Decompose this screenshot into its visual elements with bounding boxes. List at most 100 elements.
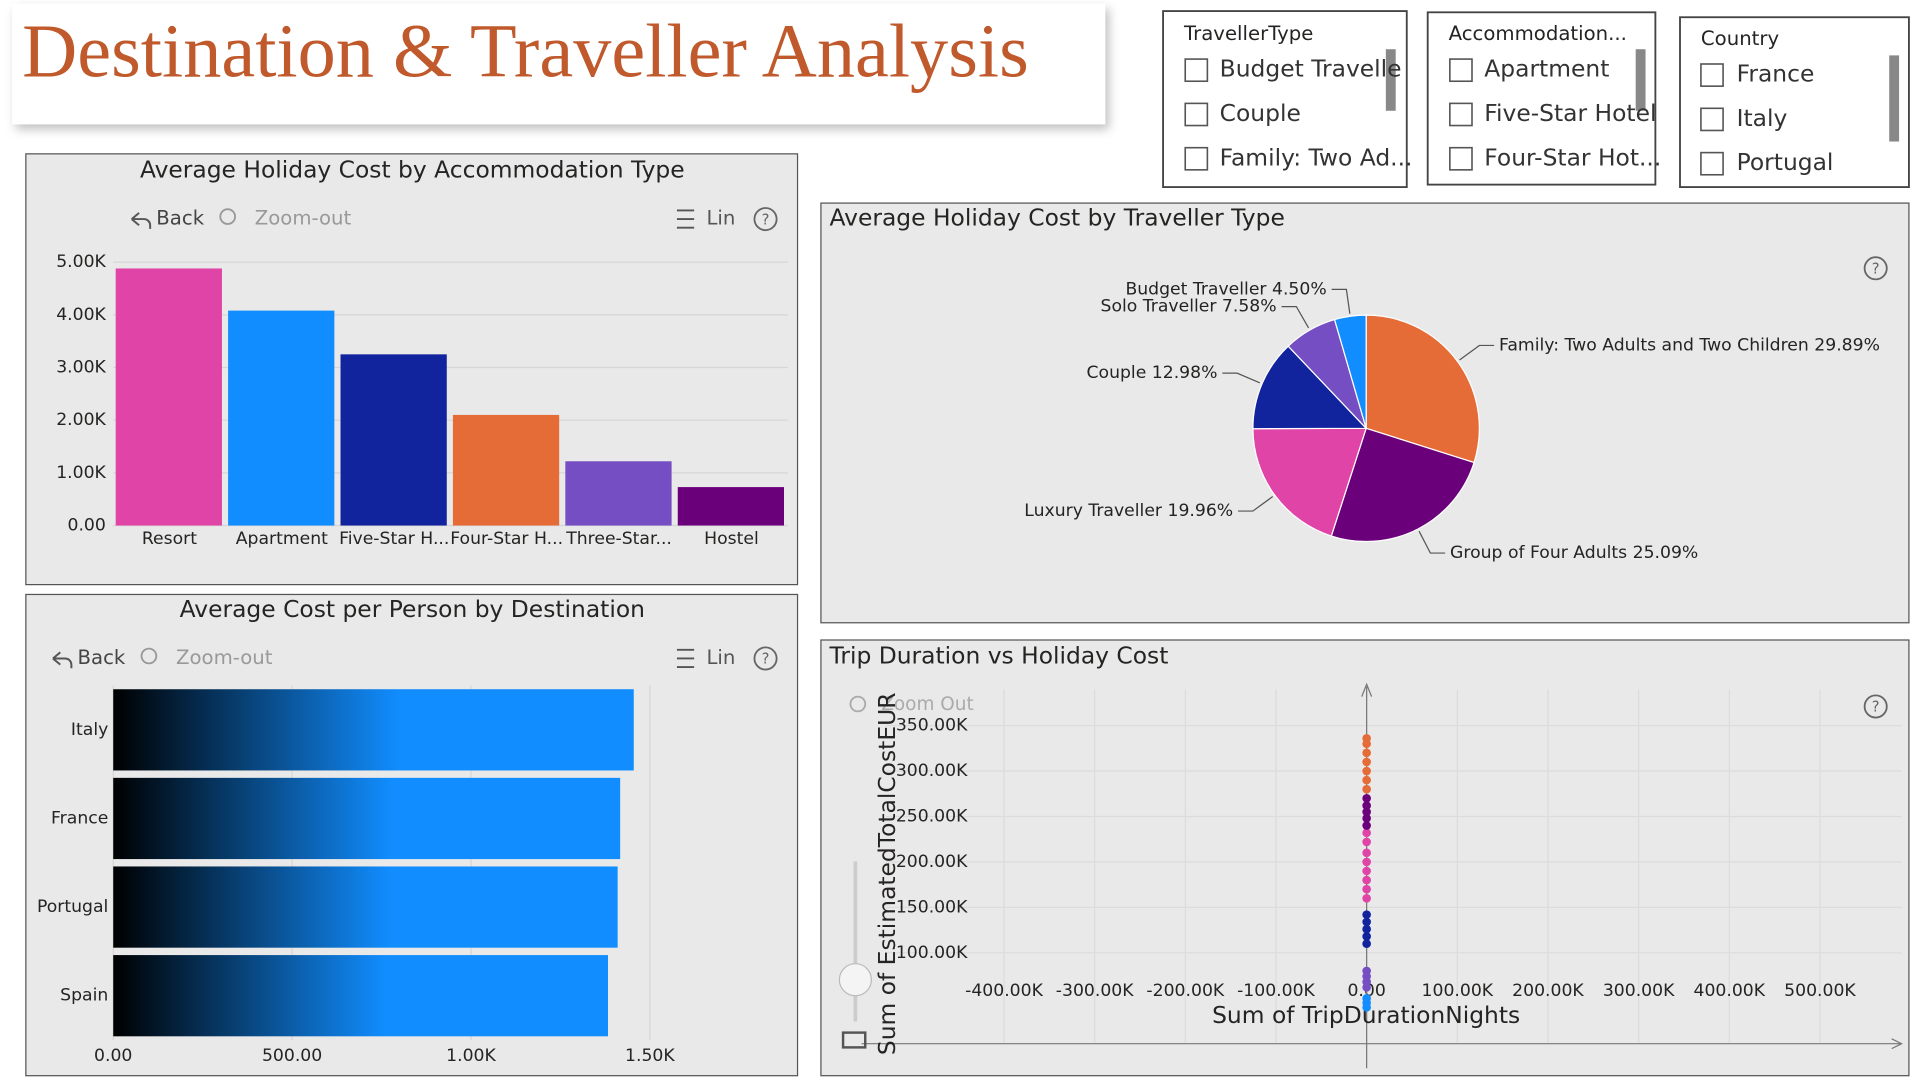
leader-line (1331, 288, 1351, 314)
slicer-title: TravellerType (1183, 22, 1313, 45)
help-icon[interactable] (753, 646, 778, 671)
help-icon[interactable] (1863, 694, 1888, 719)
scatter-point (1362, 793, 1371, 803)
slicer-item[interactable]: Four-Star Hot... (1484, 143, 1661, 171)
y-axis-label: Sum of EstimatedTotalCostEUR (873, 693, 901, 1056)
scatter-point (1362, 893, 1371, 903)
label-category: Budget Traveller (1125, 279, 1267, 299)
zoom-icon (219, 208, 237, 225)
x-tick-label: Five-Star H... (339, 529, 449, 549)
bar (452, 414, 560, 526)
checkbox[interactable] (1700, 151, 1724, 176)
y-tick-label: 4.00K (56, 305, 106, 325)
scatter-point (1362, 807, 1371, 817)
y-tick-label: 350.00K (896, 716, 968, 736)
fit-icon[interactable] (841, 1031, 867, 1049)
slicer-item[interactable]: France (1737, 60, 1815, 88)
y-tick-label: France (51, 808, 108, 828)
slicer-item[interactable]: Five-Star Hotel (1484, 99, 1656, 127)
slicer-item[interactable]: Italy (1737, 104, 1788, 132)
scatter-point (1362, 993, 1371, 1003)
scatter-point (1362, 837, 1371, 847)
leader-line (1238, 496, 1274, 512)
label-value: 4.50% (1272, 279, 1327, 299)
back-icon[interactable] (131, 212, 152, 229)
help-icon[interactable] (1863, 256, 1888, 281)
slicer-item[interactable]: Portugal (1737, 148, 1834, 176)
bar (677, 487, 784, 526)
y-tick-label: 5.00K (56, 252, 106, 272)
scatter-point (1362, 924, 1371, 934)
scatter-point (1362, 848, 1371, 858)
scatter-point (1362, 766, 1371, 776)
y-tick-label: 250.00K (896, 806, 968, 826)
pie-slice (1252, 345, 1368, 430)
leader-line (1459, 344, 1495, 361)
slicer-item[interactable]: Apartment (1484, 55, 1609, 83)
zoom-icon (849, 695, 867, 713)
y-tick-label: 1.00K (56, 463, 106, 483)
toolbar-back[interactable]: Back (156, 207, 204, 230)
scatter-point (1362, 775, 1371, 785)
checkbox[interactable] (1184, 146, 1209, 171)
help-icon[interactable] (753, 207, 778, 232)
y-tick-label: 200.00K (896, 852, 968, 872)
list-icon (676, 209, 695, 229)
scatter-point (1362, 828, 1371, 838)
title-box (12, 3, 1106, 125)
list-icon (676, 648, 695, 668)
slicer-item[interactable]: Family: Two Ad... (1220, 143, 1413, 171)
x-tick-label: -300.00K (1056, 981, 1134, 1001)
toolbar-scale[interactable]: Lin (706, 207, 735, 230)
chart-title: Average Cost per Person by Destination (180, 595, 645, 623)
help-glyph: ? (1872, 261, 1880, 278)
y-tick-label: Portugal (37, 897, 108, 917)
zoom-slider-handle[interactable] (838, 963, 873, 997)
scatter-point (1362, 884, 1371, 894)
scatter-point (1362, 821, 1371, 830)
checkbox[interactable] (1184, 58, 1209, 83)
checkbox[interactable] (1184, 102, 1209, 127)
slicer-item[interactable]: Budget Travelle (1220, 55, 1402, 83)
y-tick-label: 100.00K (896, 943, 968, 963)
toolbar-zoom[interactable]: Zoom-out (176, 646, 273, 669)
checkbox[interactable] (1449, 102, 1473, 127)
x-tick-label: 400.00K (1694, 981, 1766, 1001)
x-tick-label: 1.50K (625, 1046, 675, 1066)
pie-slice (1333, 314, 1367, 429)
y-tick-label: 2.00K (56, 410, 106, 430)
chart-title: Trip Duration vs Holiday Cost (829, 642, 1169, 670)
slicer-title: Country (1701, 27, 1780, 50)
axis (861, 1038, 1903, 1050)
x-tick-label: Three-Star... (565, 529, 672, 549)
checkbox[interactable] (1449, 58, 1473, 83)
bar (565, 461, 672, 526)
checkbox[interactable] (1449, 146, 1473, 171)
toolbar-zoom[interactable]: Zoom Out (881, 694, 974, 715)
scatter-point (1362, 932, 1371, 941)
x-tick-label: Resort (142, 529, 197, 549)
leader-line (1222, 372, 1261, 384)
data-label: Solo Traveller 7.58% (1101, 297, 1277, 317)
chart-title: Average Holiday Cost by Accommodation Ty… (140, 156, 685, 184)
help-glyph: ? (762, 211, 770, 228)
slicer-scrollbar (1889, 55, 1900, 142)
scatter-point (1362, 813, 1371, 823)
y-tick-label: 300.00K (896, 761, 968, 781)
slicer-title: Accommodation... (1449, 22, 1627, 45)
slicer-item[interactable]: Couple (1220, 99, 1301, 127)
scatter-point (1362, 939, 1371, 949)
toolbar-scale[interactable]: Lin (706, 646, 735, 669)
back-icon[interactable] (52, 651, 73, 669)
scatter-point (1362, 910, 1371, 919)
zoom-icon (140, 647, 158, 665)
y-tick-label: 0.00 (68, 516, 106, 536)
y-tick-label: 3.00K (56, 358, 106, 378)
x-tick-label: -400.00K (965, 981, 1043, 1001)
toolbar-zoom[interactable]: Zoom-out (255, 207, 352, 230)
x-tick-label: 300.00K (1603, 981, 1675, 1001)
checkbox[interactable] (1700, 63, 1724, 87)
checkbox[interactable] (1700, 107, 1724, 132)
label-category: Couple (1087, 363, 1147, 383)
toolbar-back[interactable]: Back (78, 646, 126, 669)
